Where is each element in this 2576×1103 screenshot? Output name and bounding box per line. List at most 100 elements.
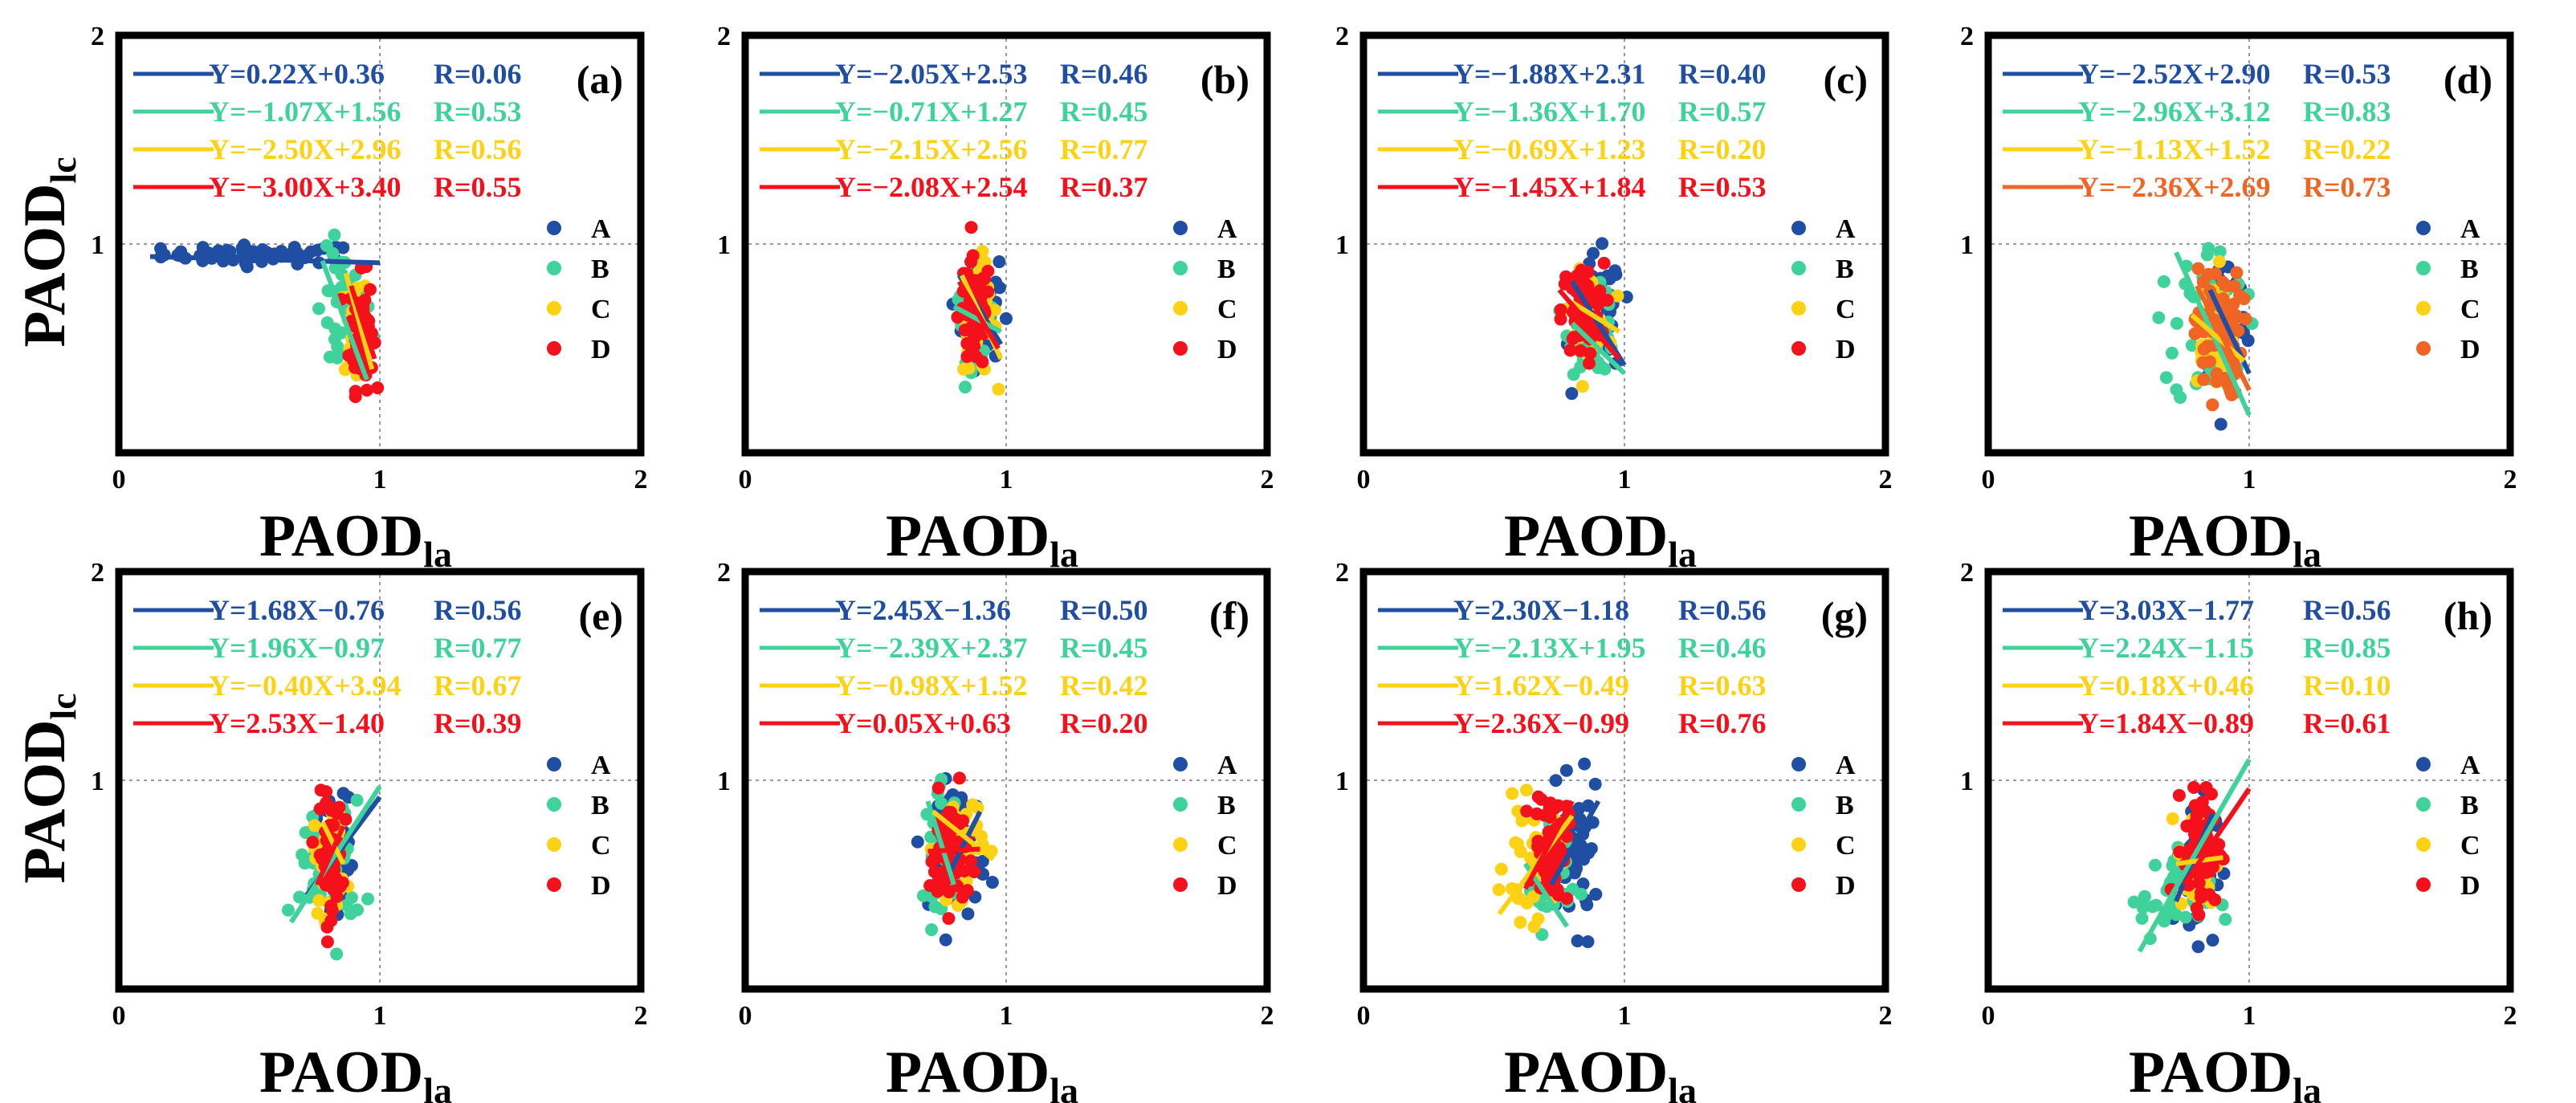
- x-axis-label: PAODla: [1504, 503, 1697, 575]
- x-axis-label-sub: la: [1668, 1070, 1697, 1103]
- equation-text-D: Y=0.05X+0.63: [835, 707, 1011, 739]
- scatter-point: [311, 906, 324, 920]
- scatter-point: [1588, 777, 1602, 791]
- x-axis-label-main: PAOD: [1504, 503, 1668, 569]
- x-axis-label-sub: la: [2293, 1070, 2321, 1103]
- scatter-point: [2213, 245, 2227, 258]
- scatter-point: [964, 854, 977, 868]
- scatter-point: [936, 867, 950, 881]
- x-tick-label: 2: [2504, 465, 2517, 495]
- x-tick-label: 2: [634, 465, 648, 495]
- axes-frame: [1359, 31, 1889, 457]
- scatter-point: [1511, 804, 1525, 818]
- equation-r-A: R=0.53: [2303, 58, 2391, 90]
- x-axis-label: PAODla: [2129, 503, 2321, 575]
- legend-label-C: C: [1836, 831, 1856, 861]
- scatter-point: [1560, 892, 1574, 906]
- equation-text-B: Y=−2.96X+3.12: [2078, 96, 2271, 128]
- legend-marker-B: [547, 261, 561, 275]
- legend-marker-A: [547, 221, 561, 235]
- y-axis-label-sub: lc: [43, 157, 84, 183]
- scatter-point: [1492, 883, 1506, 897]
- panel-label: (h): [2444, 593, 2492, 638]
- legend-label-D: D: [1836, 335, 1856, 364]
- legend-marker-D: [1173, 877, 1188, 892]
- legend-marker-C: [547, 837, 561, 852]
- equation-r-A: R=0.40: [1678, 58, 1767, 90]
- scatter-point: [957, 864, 971, 877]
- x-axis-label-main: PAOD: [886, 503, 1050, 569]
- equation-text-A: Y=−1.88X+2.31: [1453, 58, 1646, 90]
- equation-r-D: R=0.37: [1060, 171, 1148, 203]
- equation-text-C: Y=1.62X−0.49: [1453, 670, 1629, 702]
- scatter-point: [371, 381, 385, 395]
- scatter-point: [2190, 809, 2203, 823]
- scatter-point: [1566, 882, 1579, 896]
- scatter-point: [291, 246, 304, 260]
- legend-label-C: C: [591, 295, 611, 324]
- x-tick-label: 2: [1261, 465, 1274, 495]
- scatter-point: [2206, 398, 2219, 412]
- scatter-point: [2210, 375, 2223, 389]
- x-axis-label-main: PAOD: [259, 503, 423, 569]
- scatter-point: [1520, 804, 1534, 818]
- legend-label-D: D: [591, 871, 611, 901]
- scatter-point: [964, 221, 978, 234]
- scatter-point: [330, 807, 344, 820]
- scatter-point: [2166, 812, 2179, 825]
- scatter-point: [2197, 861, 2211, 875]
- scatter-point: [2169, 908, 2183, 922]
- y-axis-label: PAODlc: [12, 693, 84, 883]
- equation-r-D: R=0.73: [2303, 171, 2391, 203]
- scatter-point: [281, 903, 295, 917]
- scatter-point: [1574, 344, 1588, 357]
- legend-marker-A: [1791, 757, 1806, 771]
- scatter-point: [361, 892, 375, 906]
- legend-label-A: A: [591, 751, 611, 780]
- x-tick-label: 1: [2243, 1001, 2256, 1031]
- equation-text-A: Y=2.45X−1.36: [835, 594, 1011, 626]
- scatter-point: [2188, 327, 2202, 340]
- equation-r-B: R=0.57: [1678, 96, 1767, 128]
- scatter-point: [960, 874, 973, 888]
- legend-marker-D: [2416, 877, 2431, 892]
- scatter-point: [999, 311, 1013, 325]
- scatter-point: [1506, 787, 1519, 800]
- x-tick-label: 2: [1879, 1001, 1893, 1031]
- panel-label: (a): [577, 57, 623, 102]
- equation-text-C: Y=−0.40X+3.94: [209, 670, 401, 702]
- legend-label-C: C: [1217, 295, 1237, 324]
- scatter-point: [324, 876, 337, 889]
- x-axis-label-main: PAOD: [259, 1040, 423, 1103]
- scatter-point: [1558, 277, 1571, 291]
- y-tick-label: 2: [1335, 22, 1349, 51]
- panel-f: Y=2.45X−1.36 R=0.50 Y=−2.39X+2.37 R=0.45 Y=−…: [717, 558, 1274, 1103]
- scatter-point: [2148, 858, 2162, 872]
- equation-text-B: Y=−2.13X+1.95: [1453, 632, 1646, 664]
- scatter-point: [2199, 780, 2213, 794]
- scatter-point: [2202, 242, 2215, 255]
- equation-text-B: Y=−1.07X+1.56: [209, 96, 401, 128]
- scatter-point: [2191, 940, 2205, 954]
- legend-marker-B: [1791, 797, 1806, 812]
- scatter-point: [1572, 801, 1586, 815]
- y-tick-label: 1: [717, 767, 731, 796]
- scatter-point: [236, 246, 250, 260]
- y-axis-label: PAODlc: [12, 157, 84, 347]
- equation-text-A: Y=1.68X−0.76: [209, 594, 385, 626]
- scatter-point: [974, 275, 988, 289]
- equation-r-A: R=0.56: [434, 594, 522, 626]
- scatter-point: [2185, 339, 2199, 352]
- equation-text-C: Y=0.18X+0.46: [2078, 670, 2254, 702]
- scatter-point: [2138, 889, 2151, 903]
- scatter-point: [334, 880, 348, 893]
- equation-text-D: Y=−2.08X+2.54: [835, 171, 1028, 203]
- scatter-point: [2220, 377, 2234, 391]
- equation-r-B: R=0.53: [434, 96, 522, 128]
- scatter-point: [314, 783, 328, 797]
- x-tick-label: 1: [1618, 1001, 1632, 1031]
- scatter-point: [2222, 306, 2236, 320]
- scatter-point: [221, 243, 234, 257]
- scatter-point: [988, 303, 1001, 317]
